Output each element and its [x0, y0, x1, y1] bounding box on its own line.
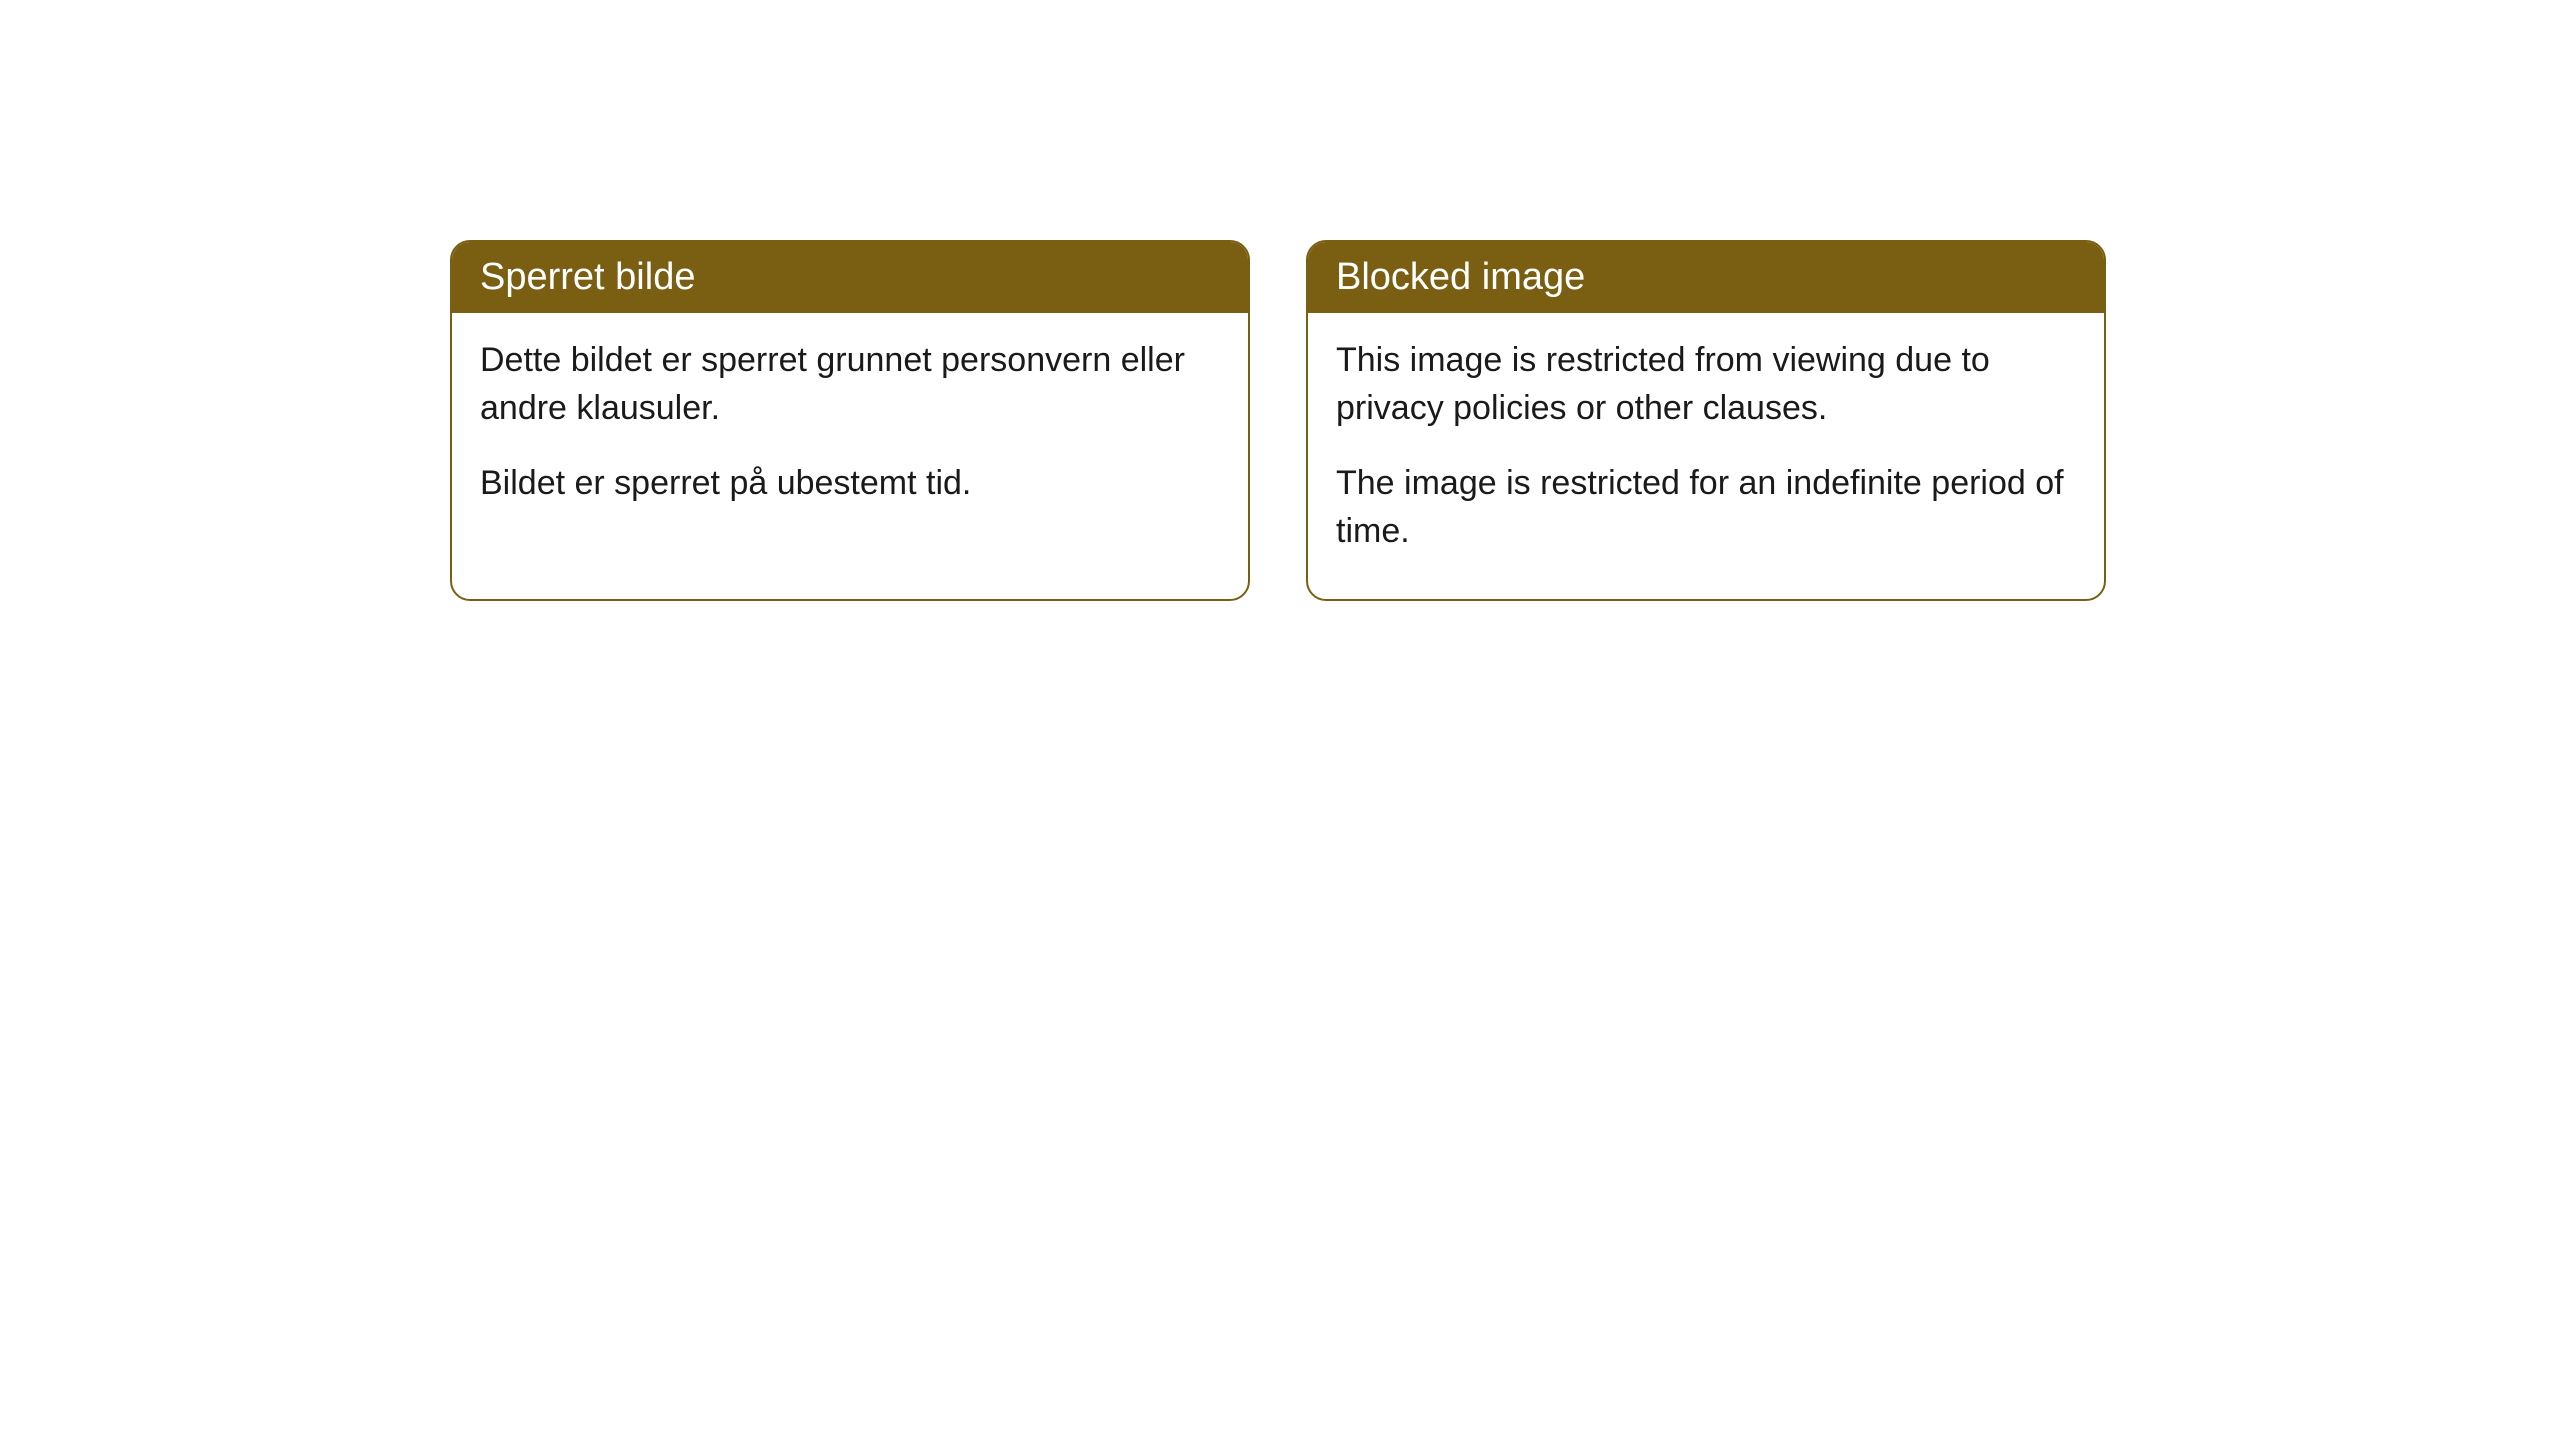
card-header-norwegian: Sperret bilde [452, 242, 1248, 313]
card-body-norwegian: Dette bildet er sperret grunnet personve… [452, 313, 1248, 552]
card-paragraph: Bildet er sperret på ubestemt tid. [480, 460, 1220, 508]
card-header-english: Blocked image [1308, 242, 2104, 313]
card-paragraph: The image is restricted for an indefinit… [1336, 460, 2076, 555]
card-paragraph: Dette bildet er sperret grunnet personve… [480, 337, 1220, 432]
card-english: Blocked image This image is restricted f… [1306, 240, 2106, 601]
card-norwegian: Sperret bilde Dette bildet er sperret gr… [450, 240, 1250, 601]
card-paragraph: This image is restricted from viewing du… [1336, 337, 2076, 432]
card-body-english: This image is restricted from viewing du… [1308, 313, 2104, 599]
cards-container: Sperret bilde Dette bildet er sperret gr… [450, 240, 2560, 601]
